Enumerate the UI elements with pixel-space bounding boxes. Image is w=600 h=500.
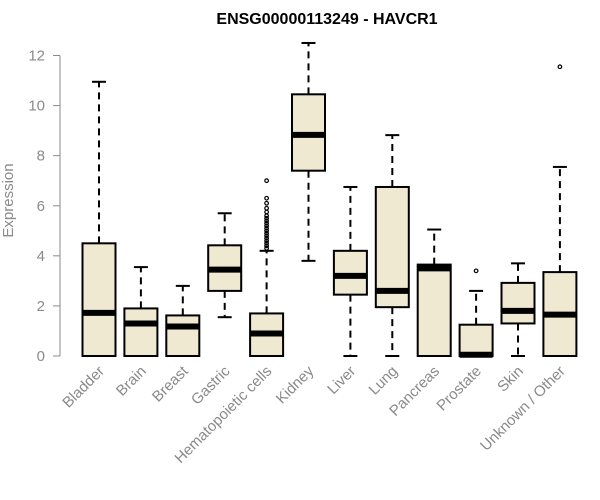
chart-title: ENSG00000113249 - HAVCR1 [216,11,437,28]
box-iqr [165,314,201,357]
outlier-point [264,218,270,224]
outlier-point [557,64,563,70]
box-iqr [332,249,368,296]
x-tick-label: Breast [149,362,192,405]
y-tick-label: 10 [28,98,45,115]
box-iqr [458,323,494,357]
box-iqr [123,307,159,358]
y-tick-label: 12 [28,48,45,65]
outlier-point [264,205,270,211]
outlier-point [264,230,270,236]
y-tick-label: 0 [37,348,45,365]
outlier-point [264,213,270,219]
box-skin [500,262,536,357]
outlier-point [264,225,270,231]
outlier-point [473,268,479,274]
outlier-point [264,220,270,226]
outlier-point [264,240,270,246]
box-lung [374,134,410,357]
outlier-point [264,223,270,229]
x-tick-label: Kidney [273,362,318,407]
axes: 0 2 4 6 8 10 12 [28,48,61,365]
box-iqr [500,281,536,325]
box-unknown-other [542,64,578,357]
box-hematopoietic-cells [249,178,285,358]
box-prostate [458,268,494,358]
x-tick-label: Prostate [433,363,485,415]
outlier-point [264,235,270,241]
outlier-point [264,238,270,244]
x-tick-label: Liver [324,363,359,398]
outlier-point [264,233,270,239]
outlier-point [264,200,270,206]
outlier-point [264,243,270,249]
box-kidney [291,41,326,262]
box-iqr [416,263,452,358]
box-iqr [81,242,117,357]
box-brain [123,266,159,358]
y-tick-label: 8 [37,148,45,165]
x-tick-label: Brain [113,363,150,400]
outlier-point [264,178,270,184]
x-tick-label: Skin [494,363,527,396]
x-tick-label: Bladder [59,363,108,412]
x-tick-label: Lung [366,363,402,399]
outlier-point [264,245,270,251]
box-liver [332,185,368,357]
y-tick-label: 6 [37,198,45,215]
boxes-group [81,41,578,358]
y-tick-label: 2 [37,298,45,315]
box-pancreas [416,228,452,358]
box-gastric [207,212,243,319]
outlier-point [264,209,270,215]
outlier-point [264,215,270,221]
outlier-point [264,195,270,201]
y-tick-label: 4 [37,248,45,265]
box-breast [165,284,201,357]
box-iqr [374,185,410,309]
box-bladder [81,80,117,357]
y-axis-title: Expression [0,163,17,237]
outlier-point [264,228,270,234]
